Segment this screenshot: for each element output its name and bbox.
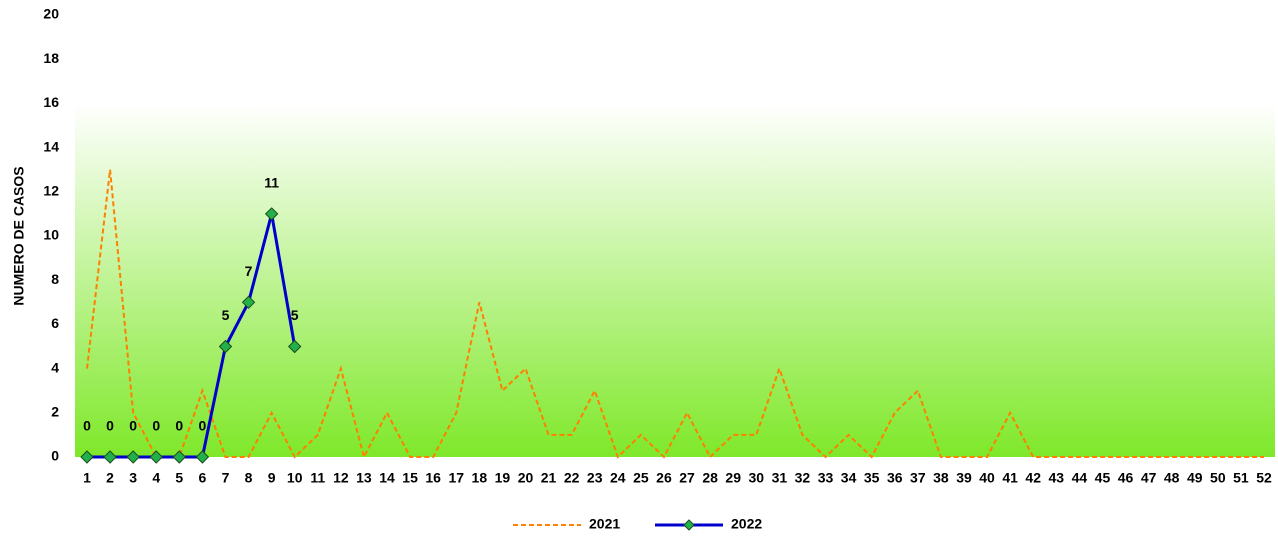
point-marker: [264, 207, 279, 221]
point-marker: [103, 450, 117, 464]
x-tick-label: 15: [402, 470, 418, 486]
point-marker: [195, 450, 210, 464]
x-tick-label: 29: [725, 470, 741, 486]
x-tick-label: 30: [748, 470, 764, 486]
y-tick-label: 6: [51, 315, 59, 331]
x-tick-label: 34: [841, 470, 857, 486]
point-marker: [149, 450, 163, 464]
data-label: 0: [83, 418, 91, 434]
x-tick-label: 16: [425, 470, 441, 486]
y-tick-label: 12: [43, 183, 59, 199]
data-label: 5: [222, 307, 230, 323]
data-label: 7: [245, 263, 253, 279]
legend-label: 2022: [731, 516, 762, 532]
data-label: 11: [264, 175, 279, 191]
x-tick-label: 50: [1210, 470, 1226, 486]
y-tick-label: 8: [51, 271, 59, 287]
data-label: 0: [152, 418, 160, 434]
point-marker: [126, 450, 140, 464]
x-tick-label: 14: [379, 470, 395, 486]
y-tick-label: 14: [43, 138, 59, 154]
x-tick-label: 23: [587, 470, 603, 486]
x-tick-label: 45: [1095, 470, 1111, 486]
legend-label: 2021: [589, 516, 620, 532]
point-marker: [80, 450, 94, 464]
point-marker: [241, 295, 256, 310]
point-marker: [218, 339, 233, 354]
x-tick-label: 37: [910, 470, 926, 486]
x-tick-label: 11: [310, 470, 325, 486]
y-tick-label: 20: [43, 6, 59, 22]
data-label: 0: [106, 418, 114, 434]
x-tick-label: 41: [1002, 470, 1018, 486]
x-tick-label: 47: [1141, 470, 1157, 486]
x-tick-label: 42: [1025, 470, 1041, 486]
x-tick-label: 48: [1164, 470, 1180, 486]
data-label: 0: [198, 418, 206, 434]
x-tick-label: 38: [933, 470, 949, 486]
x-tick-label: 19: [495, 470, 511, 486]
x-tick-label: 40: [979, 470, 995, 486]
y-tick-label: 18: [43, 50, 59, 66]
x-tick-label: 1: [83, 470, 91, 486]
series-line: [86, 169, 1264, 460]
x-tick-label: 46: [1118, 470, 1134, 486]
x-tick-label: 33: [818, 470, 834, 486]
x-tick-label: 52: [1256, 470, 1272, 486]
y-tick-label: 16: [43, 94, 59, 110]
x-tick-label: 51: [1233, 470, 1249, 486]
x-tick-label: 24: [610, 470, 626, 486]
x-tick-label: 22: [564, 470, 580, 486]
x-tick-label: 36: [887, 470, 903, 486]
y-tick-label: 10: [43, 227, 59, 243]
y-tick-label: 2: [51, 404, 59, 420]
x-tick-label: 20: [518, 470, 534, 486]
x-tick-label: 49: [1187, 470, 1203, 486]
x-tick-label: 43: [1049, 470, 1065, 486]
x-tick-label: 25: [633, 470, 649, 486]
x-tick-label: 2: [106, 470, 114, 486]
series-line: [87, 213, 297, 459]
point-marker: [287, 339, 302, 354]
x-tick-label: 44: [1072, 470, 1088, 486]
plot-background: [75, 15, 1275, 457]
x-tick-label: 6: [198, 470, 206, 486]
x-tick-label: 31: [772, 470, 788, 486]
y-axis-title: NUMERO DE CASOS: [11, 166, 27, 305]
point-marker: [172, 450, 187, 464]
data-label: 5: [291, 307, 299, 323]
y-tick-label: 4: [51, 359, 59, 375]
x-tick-label: 32: [795, 470, 811, 486]
x-tick-label: 18: [472, 470, 488, 486]
x-tick-label: 26: [656, 470, 672, 486]
x-tick-label: 5: [175, 470, 183, 486]
data-label: 0: [175, 418, 183, 434]
x-tick-label: 4: [152, 470, 160, 486]
x-tick-label: 35: [864, 470, 880, 486]
x-tick-label: 3: [129, 470, 137, 486]
x-tick-label: 21: [541, 470, 557, 486]
x-tick-label: 7: [222, 470, 230, 486]
x-tick-label: 9: [268, 470, 276, 486]
legend-marker: [683, 519, 695, 531]
y-tick-label: 0: [51, 448, 59, 464]
data-label: 0: [129, 418, 137, 434]
x-tick-label: 39: [956, 470, 972, 486]
x-tick-label: 13: [356, 470, 372, 486]
x-tick-label: 28: [702, 470, 718, 486]
x-tick-label: 8: [245, 470, 253, 486]
x-tick-label: 10: [287, 470, 303, 486]
x-tick-label: 17: [448, 470, 464, 486]
x-tick-label: 27: [679, 470, 695, 486]
x-tick-label: 12: [333, 470, 349, 486]
